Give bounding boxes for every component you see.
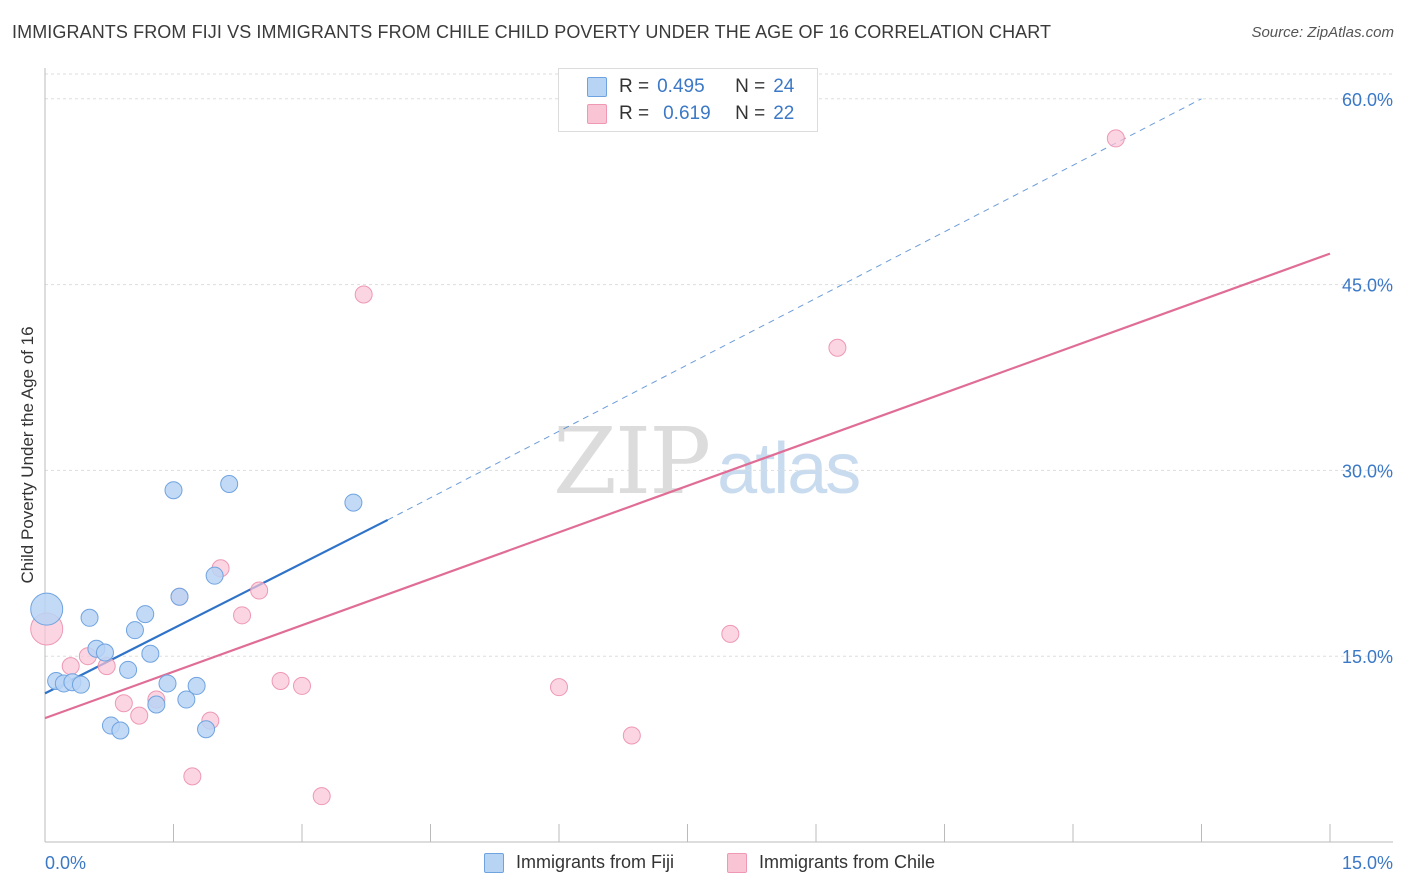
legend-swatch-chile [727,852,747,873]
chile-point [550,678,568,697]
watermark: ZIP atlas [553,408,861,515]
fiji-point [187,676,206,695]
chile-n-value: 22 [773,103,795,124]
y-tick-label: 60.0% [1342,90,1393,110]
y-tick-label: 45.0% [1342,276,1393,296]
chile-point [828,338,847,357]
fiji-r-label: R = [619,76,650,97]
watermark-atlas: atlas [717,429,861,509]
fiji-n-label: N = [735,76,766,97]
fiji-point [30,592,64,626]
fiji-point [119,660,138,679]
chile-r-label: R = [619,103,650,124]
stats-row-chile: R = 0.619 N = 22 [587,102,794,126]
fiji-point [158,674,177,693]
chile-point [61,657,80,676]
fiji-point [177,690,196,709]
legend-swatch-fiji [484,852,504,873]
fiji-point [205,566,224,585]
chile-point [114,694,133,713]
x-tick-label-min: 0.0% [45,853,86,873]
fiji-point [136,605,155,624]
fiji-point [197,720,216,739]
fiji-point [95,643,114,662]
fiji-point [170,587,189,606]
fiji-point [111,721,130,740]
fiji-point [147,695,166,714]
legend-item-fiji[interactable]: Immigrants from Fiji [484,852,674,873]
y-tick-label: 15.0% [1342,647,1393,667]
fiji-point [141,644,160,663]
chile-point [233,606,252,625]
axes [44,68,1393,843]
chile-point [721,624,740,643]
source-note: Source: ZipAtlas.com [1251,24,1394,41]
chile-n-label: N = [735,103,766,124]
chile-point [130,706,149,725]
fiji-r-value: 0.495 [657,76,705,97]
chile-point [250,581,269,600]
legend-label-chile: Immigrants from Chile [759,852,936,872]
fiji-point [344,493,363,512]
chile-point [354,285,373,304]
chile-point [293,676,311,695]
stats-row-fiji: R = 0.495 N = 24 [587,75,794,99]
data-points [30,129,1125,806]
chile-point [312,787,331,806]
fiji-trend-line [44,518,389,695]
fiji-point [164,481,183,500]
chile-point [1106,129,1125,148]
fiji-point [125,621,144,640]
chile-trend-line [44,252,1331,720]
chile-point [622,726,641,745]
legend-item-chile[interactable]: Immigrants from Chile [727,852,935,873]
y-tick-labels: 15.0% 30.0% 45.0% 60.0% [1342,90,1393,667]
x-tick-labels: 0.0% 15.0% [45,853,1393,873]
chile-swatch [587,104,607,124]
grid-lines [45,73,1393,657]
trend-lines [44,98,1331,720]
legend-label-fiji: Immigrants from Fiji [516,852,675,872]
watermark-zip: ZIP [553,408,711,515]
fiji-swatch [587,77,607,97]
stats-legend: R = 0.495 N = 24 R = 0.619 N = 22 [558,68,818,132]
fiji-point [71,675,90,694]
fiji-trend-extension [387,98,1202,521]
chile-r-value: 0.619 [663,103,711,124]
chile-point [183,767,202,786]
x-tick-label-max: 15.0% [1342,853,1393,873]
y-tick-label: 30.0% [1342,461,1393,481]
chart-title: IMMIGRANTS FROM FIJI VS IMMIGRANTS FROM … [12,22,1052,42]
chile-point [271,671,290,690]
fiji-point [80,608,99,627]
fiji-n-value: 24 [773,76,795,97]
fiji-point [220,475,239,494]
